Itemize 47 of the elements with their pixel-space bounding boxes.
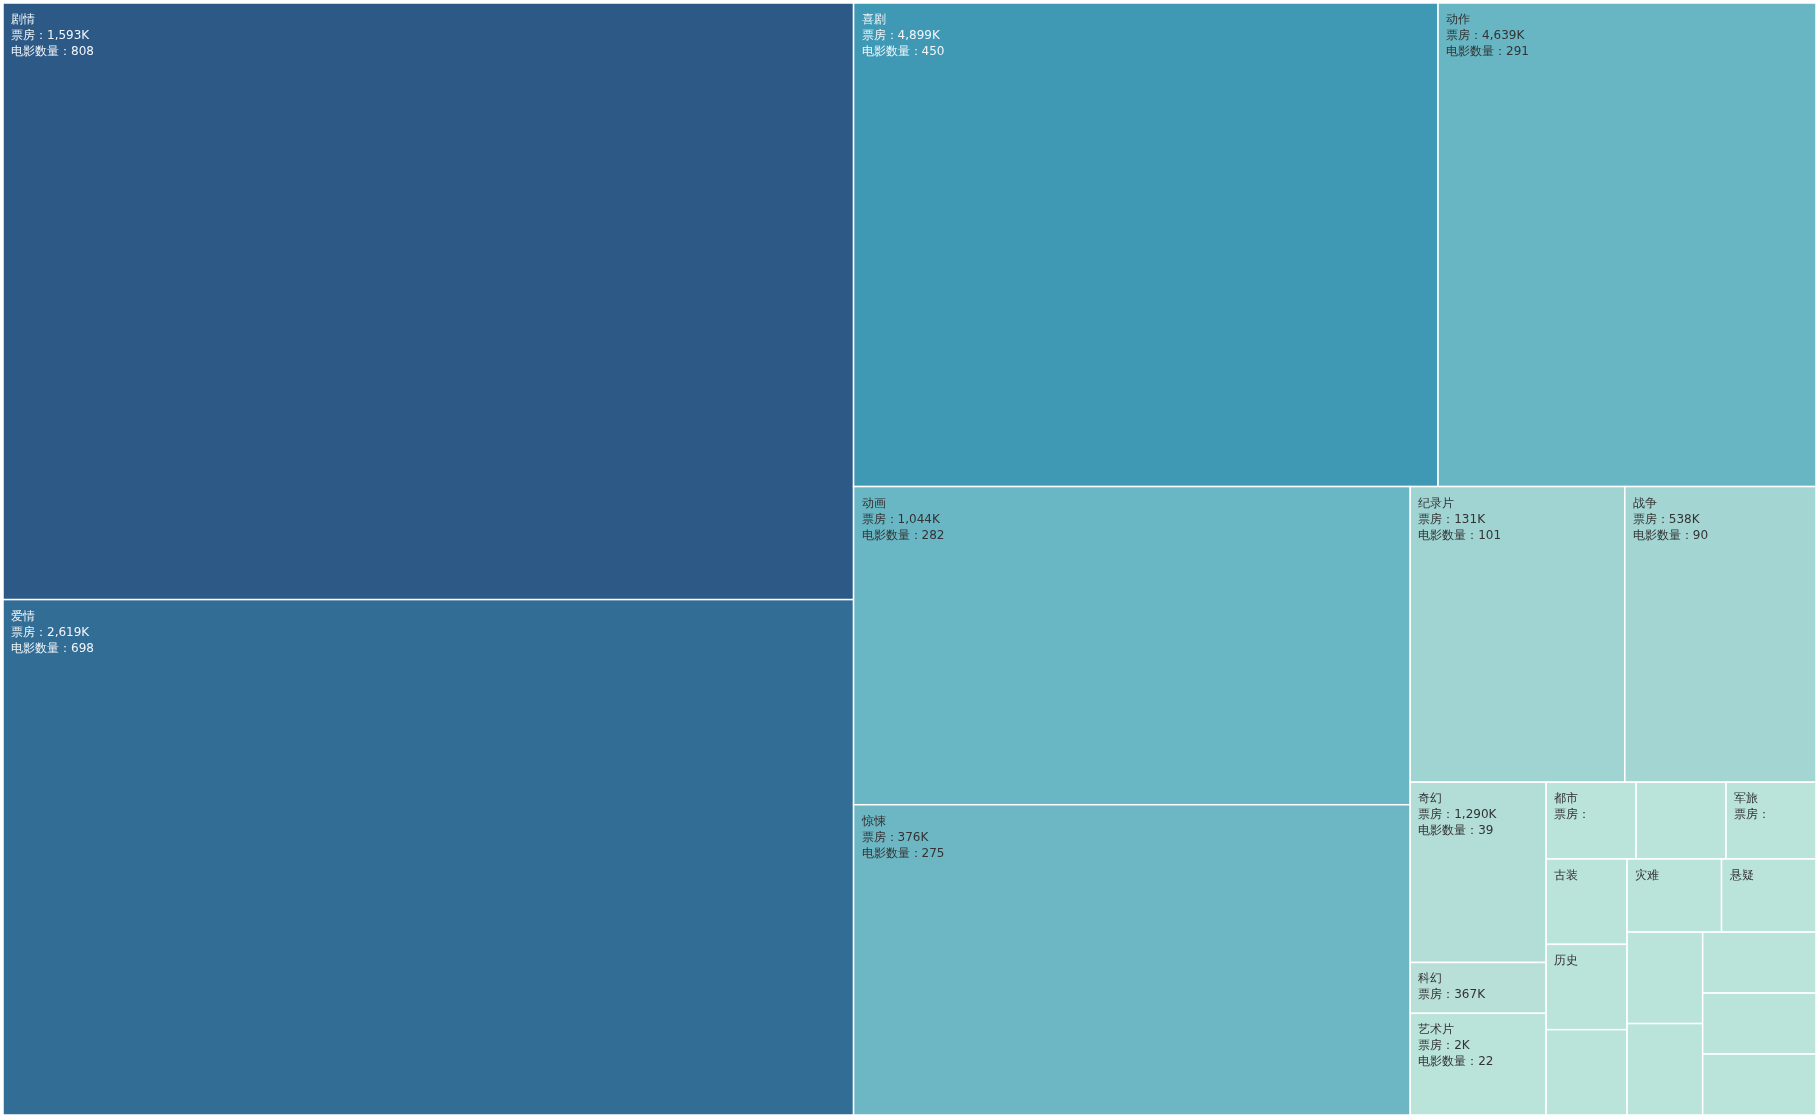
category-label: 剧情	[11, 12, 35, 26]
cell: 灾难	[1626, 858, 1723, 933]
data-label: 票房：1,593K 电影数量：808	[11, 28, 94, 58]
category-label: 科幻	[1418, 971, 1443, 986]
cell: 动作 票房：4,639K 电影数量：291	[1437, 2, 1817, 488]
category-label: 动画	[861, 495, 886, 510]
category-label: 悬疑	[1728, 868, 1754, 883]
data-label: 票房：131K 电影数量：101	[1418, 511, 1502, 542]
data-label: 票房：538K 电影数量：90	[1632, 511, 1709, 542]
cell: 都市 票房：	[1545, 781, 1637, 860]
category-label: 奇幻	[1418, 791, 1443, 806]
cell: 古装	[1545, 858, 1628, 946]
category-label: 喜剧	[861, 12, 886, 26]
data-label: 票房：2,619K 电影数量：698	[11, 624, 94, 655]
category-label: 都市	[1554, 791, 1579, 806]
category-label: 战争	[1632, 495, 1657, 510]
data-label: 票房：1,290K 电影数量：39	[1418, 807, 1498, 838]
cell: 剧情 票房：1,593K 电影数量：808	[2, 2, 855, 601]
data-label: 票房：376K 电影数量：275	[861, 829, 945, 860]
cell: 艺术片 票房：2K 电影数量：22	[1409, 1012, 1547, 1116]
data-label: 票房：367K	[1418, 987, 1487, 1002]
cell: 历史	[1545, 943, 1628, 1031]
cell: 动画 票房：1,044K 电影数量：282	[852, 485, 1411, 806]
category-label: 惊悚	[860, 813, 886, 828]
data-label: 票房：2K 电影数量：22	[1418, 1038, 1494, 1069]
category-label: 军旅	[1734, 791, 1759, 806]
data-label: 票房：1,044K 电影数量：282	[861, 511, 945, 542]
cell: 战争 票房：538K 电影数量：90	[1624, 485, 1817, 783]
cell: 喜剧 票房：4,899K 电影数量：450	[852, 2, 1439, 488]
cell: 军旅 票房：	[1725, 781, 1817, 860]
category-label: 艺术片	[1418, 1022, 1455, 1037]
cell: 爱情 票房：2,619K 电影数量：698	[2, 598, 855, 1116]
category-label: 灾难	[1635, 868, 1660, 883]
cell: 科幻 票房：367K	[1409, 961, 1547, 1015]
cell: 奇幻 票房：1,290K 电影数量：39	[1409, 781, 1547, 964]
data-label: 票房：4,639K 电影数量：291	[1446, 28, 1529, 58]
category-label: 古装	[1554, 868, 1579, 883]
data-label: 票房：	[1734, 807, 1771, 822]
category-label: 爱情	[11, 608, 35, 623]
category-label: 历史	[1554, 953, 1579, 968]
category-label: 纪录片	[1418, 495, 1455, 510]
data-label: 票房：4,899K 电影数量：450	[861, 28, 945, 58]
cell: 惊悚 票房：376K 电影数量：275	[852, 804, 1411, 1116]
category-label: 动作	[1446, 12, 1471, 26]
cell: 纪录片 票房：131K 电影数量：101	[1409, 485, 1626, 783]
cell: 悬疑	[1720, 858, 1817, 933]
data-label: 票房：	[1554, 807, 1591, 822]
